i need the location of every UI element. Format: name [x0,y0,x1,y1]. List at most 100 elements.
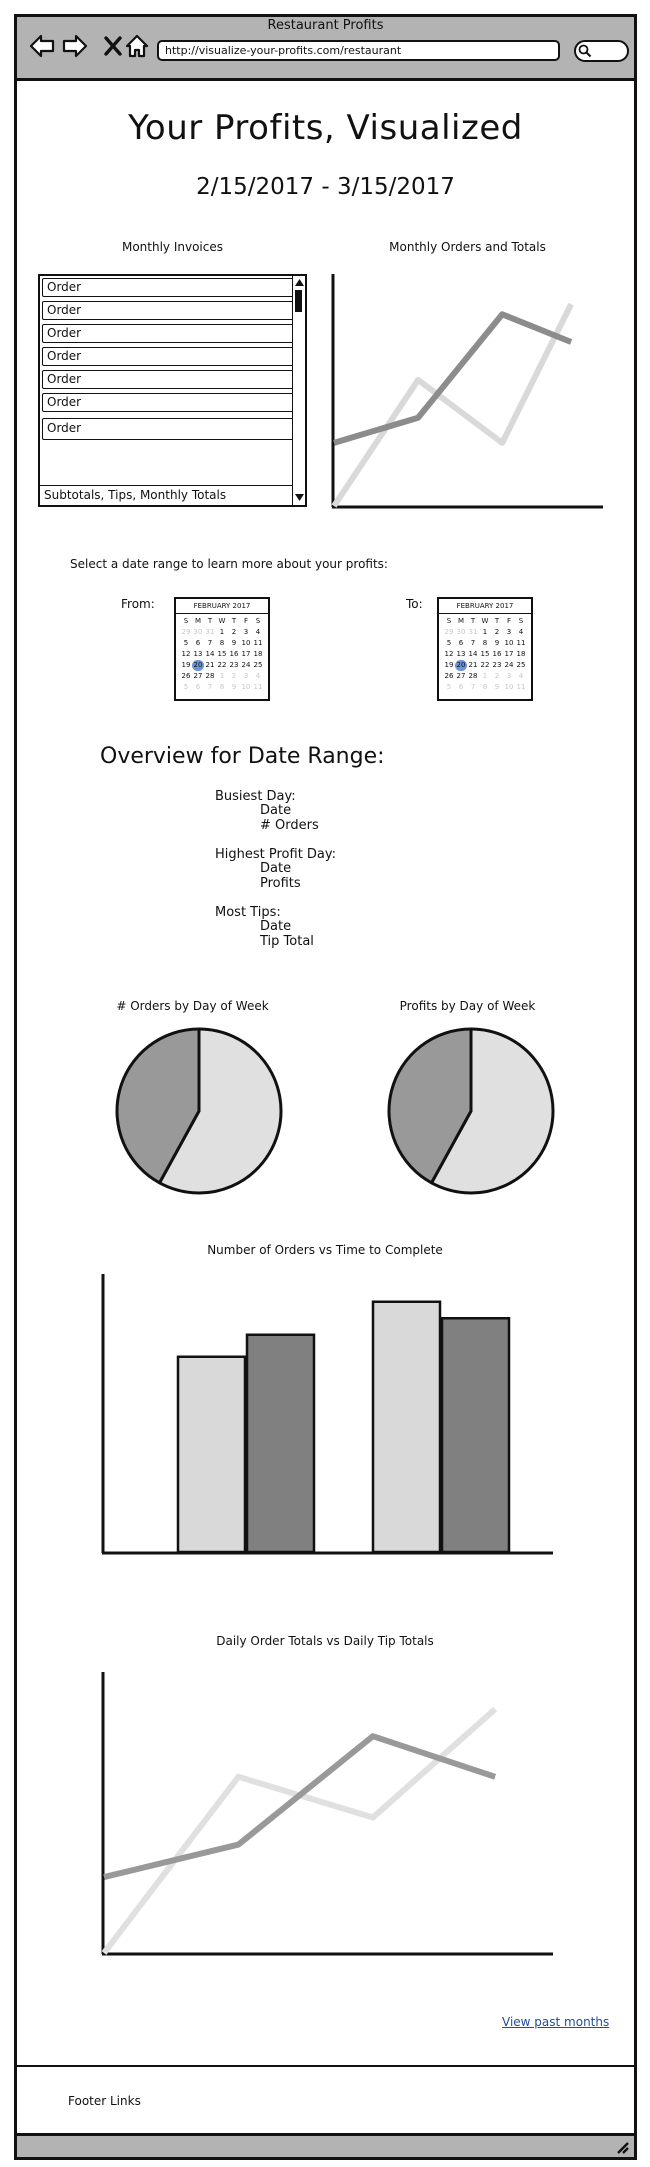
calendar-day[interactable]: 14 [205,650,215,658]
calendar-day[interactable]: 26 [181,672,191,680]
calendar-day[interactable]: 30 [193,628,203,636]
calendar-day[interactable]: 8 [219,683,225,691]
calendar-day[interactable]: 15 [217,650,227,658]
calendar-day[interactable]: 31 [468,628,478,636]
calendar-day[interactable]: 5 [183,639,189,647]
calendar-day[interactable]: 11 [253,639,263,647]
scroll-up-icon[interactable] [295,278,304,287]
calendar-day[interactable]: 19 [444,661,454,669]
calendar-day[interactable]: 2 [494,628,500,636]
invoice-row[interactable]: Order [42,370,297,389]
calendar-day[interactable]: 3 [506,672,512,680]
calendar-day[interactable]: 15 [480,650,490,658]
calendar-day[interactable]: 24 [241,661,251,669]
invoice-list[interactable]: Order Order Order Order Order Order Orde… [38,274,307,507]
calendar-day[interactable]: 1 [219,672,225,680]
calendar-day[interactable]: 3 [506,628,512,636]
calendar-day[interactable]: 27 [193,672,203,680]
invoice-row[interactable]: Order [42,347,297,366]
calendar-day[interactable]: 20 [455,660,467,671]
calendar-day[interactable]: 1 [482,672,488,680]
home-icon[interactable] [123,32,151,60]
calendar-day[interactable]: 16 [229,650,239,658]
invoice-row[interactable]: Order [42,418,297,440]
forward-arrow-icon[interactable] [61,32,89,60]
calendar-day[interactable]: 4 [255,672,261,680]
calendar-day[interactable]: 16 [492,650,502,658]
invoice-row[interactable]: Order [42,393,297,412]
calendar-day[interactable]: 4 [518,672,524,680]
calendar-day[interactable]: 1 [482,628,488,636]
calendar-day[interactable]: 7 [207,639,213,647]
browser-search-field[interactable] [574,40,629,62]
calendar-day[interactable]: 6 [195,683,201,691]
calendar-day[interactable]: 14 [468,650,478,658]
calendar-day[interactable]: 10 [504,683,514,691]
calendar-day[interactable]: 13 [193,650,203,658]
calendar-day[interactable]: 2 [231,628,237,636]
calendar-day[interactable]: 2 [231,672,237,680]
calendar-day[interactable]: 21 [468,661,478,669]
calendar-day[interactable]: 31 [205,628,215,636]
close-icon[interactable] [99,32,127,60]
calendar-day[interactable]: 26 [444,672,454,680]
url-field[interactable]: http://visualize-your-profits.com/restau… [157,40,560,61]
calendar-day[interactable]: 3 [243,672,249,680]
calendar-day[interactable]: 11 [253,683,263,691]
calendar-day[interactable]: 22 [480,661,490,669]
calendar-day[interactable]: 25 [253,661,263,669]
calendar-day[interactable]: 9 [231,639,237,647]
calendar-day[interactable]: 23 [229,661,239,669]
calendar-day[interactable]: 23 [492,661,502,669]
calendar-day[interactable]: 12 [444,650,454,658]
calendar-day[interactable]: 10 [504,639,514,647]
calendar-day[interactable]: 8 [219,639,225,647]
scrollbar[interactable] [292,276,305,505]
calendar-day[interactable]: 29 [181,628,191,636]
calendar-day[interactable]: 19 [181,661,191,669]
calendar-day[interactable]: 1 [219,628,225,636]
calendar-day[interactable]: 2 [494,672,500,680]
calendar-day[interactable]: 8 [482,639,488,647]
calendar-day[interactable]: 30 [456,628,466,636]
calendar-day[interactable]: 20 [192,660,204,671]
calendar-day[interactable]: 18 [253,650,263,658]
calendar-day[interactable]: 25 [516,661,526,669]
to-date-picker[interactable]: FEBRUARY 2017 S M T W T F S 29 30 31 1 2 3 4 5 6 7 8 9 10 11… [437,597,533,701]
calendar-day[interactable]: 18 [516,650,526,658]
calendar-day[interactable]: 4 [255,628,261,636]
scroll-thumb[interactable] [295,290,302,312]
calendar-day[interactable]: 6 [458,639,464,647]
calendar-day[interactable]: 6 [195,639,201,647]
calendar-day[interactable]: 28 [468,672,478,680]
calendar-day[interactable]: 10 [241,683,251,691]
view-past-months-link[interactable]: View past months [502,2015,610,2029]
calendar-day[interactable]: 5 [183,683,189,691]
calendar-day[interactable]: 11 [516,683,526,691]
calendar-day[interactable]: 10 [241,639,251,647]
invoice-row[interactable]: Order [42,301,297,320]
calendar-day[interactable]: 17 [241,650,251,658]
calendar-day[interactable]: 28 [205,672,215,680]
calendar-day[interactable]: 7 [207,683,213,691]
back-arrow-icon[interactable] [28,32,56,60]
calendar-day[interactable]: 6 [458,683,464,691]
calendar-day[interactable]: 17 [504,650,514,658]
calendar-day[interactable]: 3 [243,628,249,636]
invoice-row[interactable]: Order [42,278,297,297]
calendar-day[interactable]: 8 [482,683,488,691]
calendar-day[interactable]: 9 [494,683,500,691]
calendar-day[interactable]: 27 [456,672,466,680]
calendar-day[interactable]: 7 [470,683,476,691]
calendar-day[interactable]: 24 [504,661,514,669]
footer-links[interactable]: Footer Links [68,2094,141,2108]
from-date-picker[interactable]: FEBRUARY 2017 S M T W T F S 29 30 31 1 2 3 4 5 6 7 8 9 10 11… [174,597,270,701]
calendar-day[interactable]: 7 [470,639,476,647]
calendar-day[interactable]: 5 [446,639,452,647]
calendar-day[interactable]: 9 [494,639,500,647]
calendar-day[interactable]: 21 [205,661,215,669]
calendar-day[interactable]: 9 [231,683,237,691]
invoice-row[interactable]: Order [42,324,297,343]
calendar-day[interactable]: 13 [456,650,466,658]
resize-grip-icon[interactable] [614,2139,630,2155]
